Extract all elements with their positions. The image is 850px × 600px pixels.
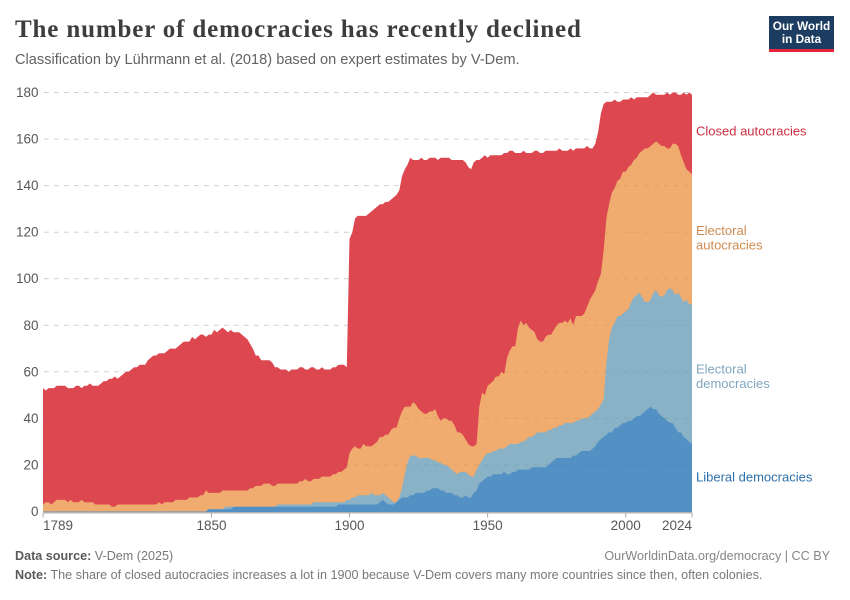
svg-text:20: 20 [23,457,38,472]
svg-text:democracies: democracies [696,376,770,391]
svg-text:2024: 2024 [662,518,693,533]
svg-text:1850: 1850 [196,518,226,533]
svg-text:160: 160 [16,132,39,147]
svg-text:1900: 1900 [334,518,364,533]
svg-text:180: 180 [16,85,39,100]
svg-text:0: 0 [31,504,39,519]
svg-text:Electoral: Electoral [696,362,747,377]
svg-text:2000: 2000 [611,518,641,533]
svg-text:100: 100 [16,271,39,286]
svg-text:autocracies: autocracies [696,238,763,253]
svg-text:40: 40 [23,411,38,426]
svg-text:1789: 1789 [43,518,73,533]
svg-text:80: 80 [23,318,38,333]
svg-text:Liberal democracies: Liberal democracies [696,470,813,485]
svg-text:120: 120 [16,225,39,240]
svg-text:Electoral: Electoral [696,223,747,238]
svg-text:60: 60 [23,364,38,379]
svg-text:Closed autocracies: Closed autocracies [696,124,807,139]
svg-text:140: 140 [16,178,39,193]
svg-text:1950: 1950 [473,518,503,533]
